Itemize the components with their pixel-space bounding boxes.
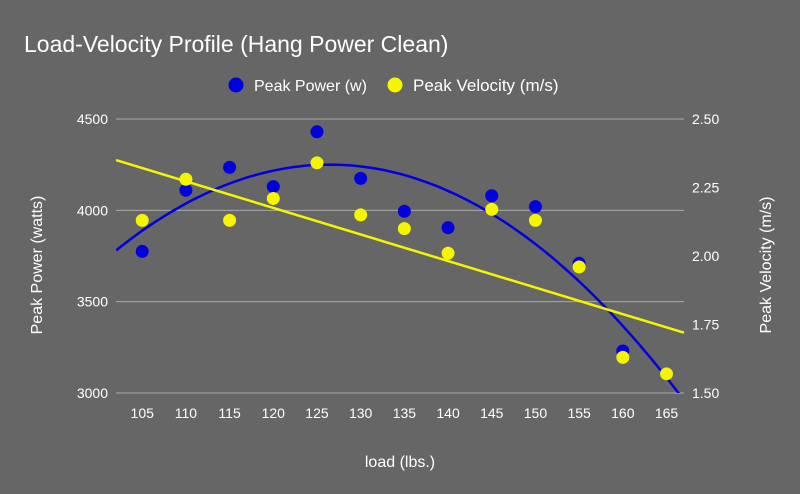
x-tick-label: 115 (218, 405, 241, 421)
point-peak-velocity (616, 350, 630, 364)
right-tick-label: 2.00 (692, 248, 719, 264)
point-peak-velocity (485, 202, 499, 216)
x-axis-label: load (lbs.) (365, 454, 435, 471)
point-peak-velocity (310, 156, 324, 170)
point-peak-power (441, 221, 455, 235)
x-tick-label: 160 (611, 405, 635, 421)
left-tick-label: 4500 (77, 111, 108, 127)
point-peak-velocity (135, 213, 149, 227)
point-peak-velocity (354, 208, 368, 222)
point-peak-velocity (397, 222, 411, 236)
y-axis-label-left: Peak Power (watts) (29, 196, 46, 335)
point-peak-power (266, 180, 280, 194)
x-tick-label: 135 (393, 405, 417, 421)
legend: Peak Power (w) Peak Velocity (m/s) (228, 76, 559, 95)
point-peak-velocity (223, 213, 237, 227)
left-tick-label: 4000 (77, 202, 108, 218)
point-peak-velocity (528, 213, 542, 227)
point-peak-velocity (660, 367, 674, 381)
x-tick-label: 150 (524, 405, 548, 421)
legend-marker-peak-power (228, 77, 244, 93)
left-axis-tick-labels: 3000 3500 4000 4500 (77, 111, 108, 401)
right-tick-label: 1.75 (692, 317, 719, 333)
x-axis-tick-labels: 105 110 115 120 125 130 135 140 145 150 155 160 165 (131, 405, 679, 421)
x-tick-label: 110 (175, 405, 198, 421)
point-peak-velocity (179, 172, 193, 186)
point-peak-power (485, 189, 499, 203)
y-axis-label-right: Peak Velocity (m/s) (758, 197, 775, 334)
x-tick-label: 105 (131, 405, 155, 421)
chart-title: Load-Velocity Profile (Hang Power Clean) (24, 31, 448, 57)
x-tick-label: 130 (349, 405, 373, 421)
legend-label-peak-velocity: Peak Velocity (m/s) (413, 76, 559, 95)
point-peak-velocity (441, 246, 455, 260)
point-peak-power (397, 204, 411, 218)
point-peak-velocity (572, 260, 586, 274)
x-tick-label: 140 (436, 405, 460, 421)
left-tick-label: 3500 (77, 294, 108, 310)
right-tick-label: 2.50 (692, 111, 719, 127)
legend-marker-peak-velocity (387, 77, 403, 93)
left-tick-label: 3000 (77, 385, 108, 401)
x-tick-label: 155 (567, 405, 591, 421)
point-peak-power (135, 244, 149, 258)
trendlines (115, 158, 685, 393)
x-tick-label: 165 (655, 405, 679, 421)
trendline-peak-power (116, 163, 681, 393)
point-peak-power (354, 171, 368, 185)
right-tick-label: 2.25 (692, 180, 719, 196)
gridlines (116, 118, 684, 394)
legend-label-peak-power: Peak Power (w) (254, 78, 367, 95)
x-tick-label: 125 (305, 405, 329, 421)
point-peak-power (310, 125, 324, 139)
point-peak-power (528, 200, 542, 214)
point-peak-power (179, 183, 193, 197)
point-peak-velocity (266, 191, 280, 205)
x-tick-label: 145 (480, 405, 504, 421)
data-points (135, 125, 674, 381)
trendline-peak-velocity (115, 158, 685, 334)
point-peak-power (223, 160, 237, 174)
right-axis-tick-labels: 1.50 1.75 2.00 2.25 2.50 (692, 111, 719, 401)
right-tick-label: 1.50 (692, 385, 719, 401)
x-tick-label: 120 (262, 405, 286, 421)
